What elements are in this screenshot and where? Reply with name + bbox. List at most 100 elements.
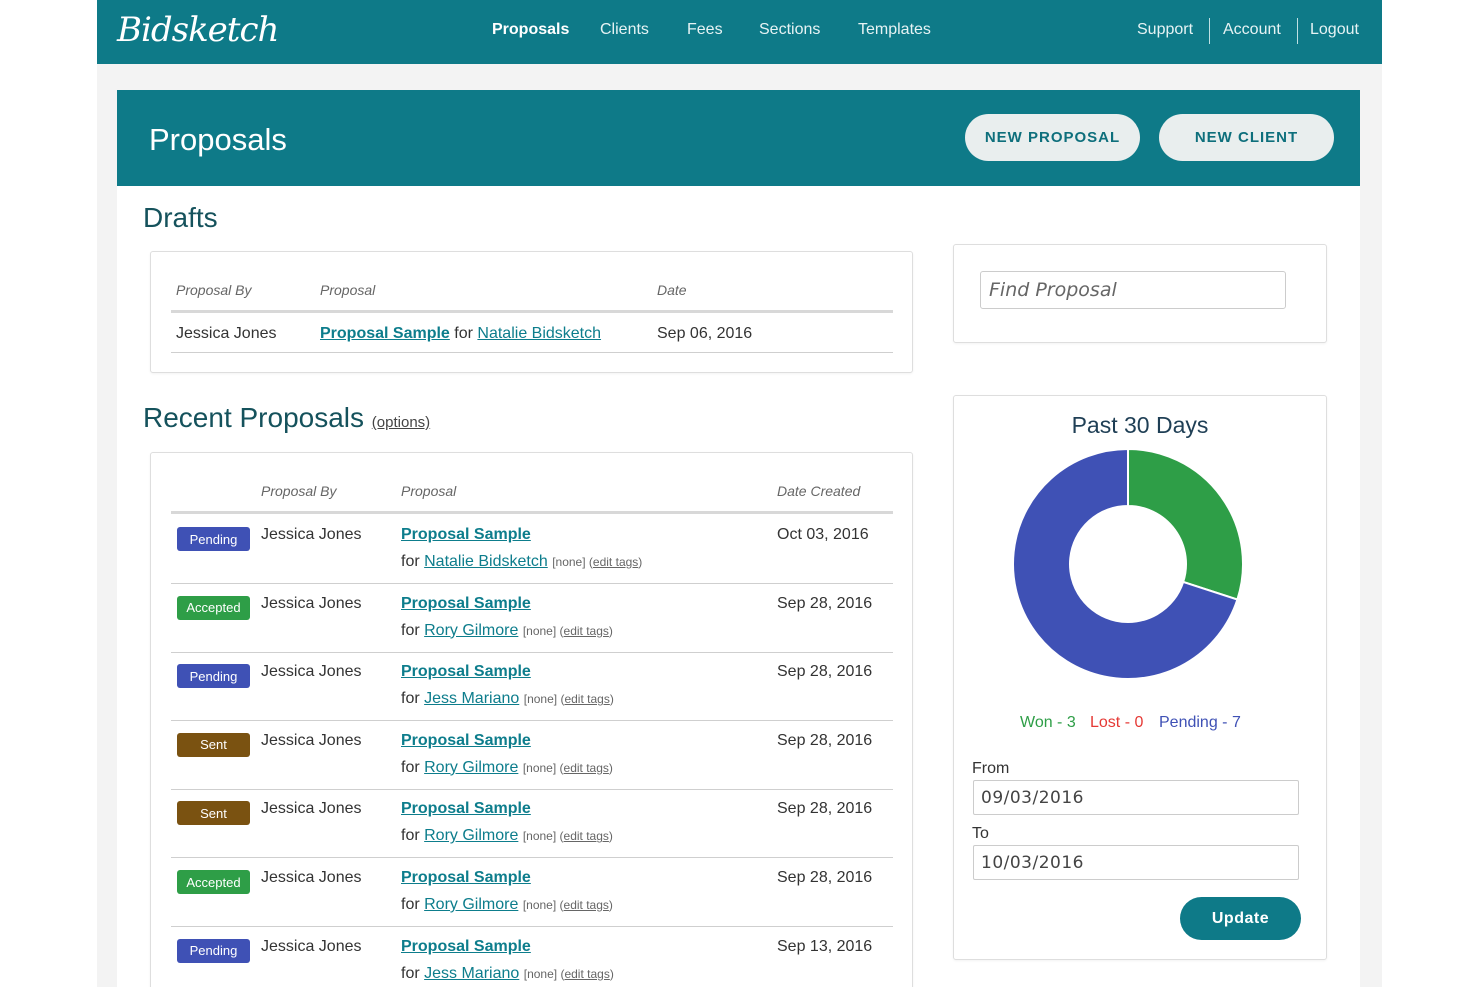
options-link[interactable]: (options): [371, 414, 431, 431]
proposal-by: Jessica Jones: [261, 594, 362, 612]
paren-open: (: [556, 829, 564, 844]
proposal-cell: Proposal Sample: [401, 526, 531, 544]
recent-proposals-title: Recent Proposals: [143, 402, 365, 433]
date-created: Sep 28, 2016: [777, 663, 873, 681]
date-created: Sep 28, 2016: [777, 869, 873, 886]
proposal-link[interactable]: Proposal Sample: [401, 663, 531, 681]
proposal-cell: Proposal Sample: [401, 732, 531, 750]
col-header-proposal: Proposal: [320, 282, 376, 298]
proposal-by: Jessica Jones: [261, 526, 362, 543]
for-text: for: [401, 621, 420, 639]
proposal-by: Jessica Jones: [261, 663, 362, 681]
to-label: To: [972, 825, 989, 842]
nav-sections[interactable]: Sections: [759, 21, 821, 38]
proposal-link[interactable]: Proposal Sample: [401, 594, 531, 612]
recent-proposals-heading: Recent Proposals (options): [143, 402, 430, 434]
nav-support[interactable]: Support: [1137, 21, 1194, 38]
nav-divider: [1297, 18, 1298, 44]
proposal-link[interactable]: Proposal Sample: [320, 325, 450, 342]
tags-text: [none]: [522, 623, 557, 638]
nav-proposals[interactable]: Proposals: [492, 21, 570, 38]
tags-text: [none]: [522, 760, 557, 775]
nav-account[interactable]: Account: [1223, 21, 1281, 38]
edit-tags-link[interactable]: edit tags: [563, 829, 609, 844]
client-line: for Rory Gilmore [none] (edit tags): [401, 896, 613, 914]
col-header-date: Date: [657, 282, 687, 298]
proposal-cell: Proposal Sample: [401, 938, 531, 956]
status-badge: Accepted: [177, 595, 250, 620]
for-text: for: [401, 964, 420, 982]
edit-tags-link[interactable]: edit tags: [563, 760, 609, 775]
nav-templates[interactable]: Templates: [858, 21, 931, 38]
client-link[interactable]: Natalie Bidsketch: [477, 325, 602, 342]
update-button[interactable]: Update: [1180, 897, 1301, 940]
client-link[interactable]: Jess Mariano: [424, 690, 520, 708]
tags-text: [none]: [552, 555, 586, 569]
paren-open: (: [556, 898, 564, 912]
edit-tags-link[interactable]: edit tags: [563, 898, 609, 912]
edit-tags-link[interactable]: edit tags: [563, 623, 609, 638]
tags-text: [none]: [522, 829, 557, 844]
proposal-by: Jessica Jones: [261, 731, 362, 749]
edit-tags-link[interactable]: edit tags: [592, 555, 639, 569]
row-divider: [171, 583, 893, 584]
drafts-heading: Drafts: [143, 202, 218, 233]
edit-tags-link[interactable]: edit tags: [564, 966, 610, 981]
for-text: for: [401, 553, 420, 570]
for-text: for: [401, 758, 420, 776]
tags-text: [none]: [523, 966, 558, 981]
date-created: Sep 28, 2016: [777, 594, 873, 612]
proposal-link[interactable]: Proposal Sample: [401, 937, 531, 955]
proposal-by: Jessica Jones: [261, 869, 362, 886]
for-text: for: [401, 896, 420, 913]
new-proposal-button[interactable]: NEW PROPOSAL: [965, 114, 1140, 161]
legend-pending: Pending - 7: [1159, 714, 1241, 731]
row-divider: [171, 857, 893, 859]
client-link[interactable]: Jess Mariano: [424, 964, 520, 982]
to-date-input[interactable]: [973, 845, 1299, 880]
donut-slice-won: [1127, 447, 1244, 601]
proposal-by: Jessica Jones: [261, 937, 362, 955]
client-link[interactable]: Rory Gilmore: [424, 621, 519, 639]
client-link[interactable]: Rory Gilmore: [424, 758, 519, 776]
edit-tags-link[interactable]: edit tags: [564, 692, 610, 707]
paren-close: ): [609, 692, 614, 707]
nav-clients[interactable]: Clients: [600, 21, 649, 38]
chart-title: Past 30 Days: [1071, 412, 1209, 438]
paren-open: (: [557, 692, 565, 707]
paren-close: ): [608, 623, 613, 638]
header-divider: [171, 310, 893, 313]
col-header-proposal: Proposal: [401, 483, 457, 499]
status-badge: Pending: [177, 527, 250, 551]
date-created: Sep 13, 2016: [777, 937, 873, 955]
paren-open: (: [557, 966, 565, 981]
client-link[interactable]: Natalie Bidsketch: [424, 553, 548, 570]
proposal-link[interactable]: Proposal Sample: [401, 526, 531, 543]
find-proposal-input[interactable]: [980, 271, 1286, 309]
tags-text: [none]: [523, 692, 558, 707]
paren-close: ): [608, 760, 613, 775]
proposal-link[interactable]: Proposal Sample: [401, 800, 531, 818]
nav-logout[interactable]: Logout: [1310, 21, 1359, 38]
nav-fees[interactable]: Fees: [687, 21, 723, 38]
proposal-link[interactable]: Proposal Sample: [401, 731, 531, 749]
proposal-cell: Proposal Sample: [401, 800, 531, 818]
client-link[interactable]: Rory Gilmore: [424, 827, 519, 845]
top-navbar: [97, 0, 1382, 64]
legend-lost: Lost - 0: [1090, 714, 1144, 731]
new-client-button[interactable]: NEW CLIENT: [1159, 114, 1334, 161]
proposal-link[interactable]: Proposal Sample: [401, 869, 531, 886]
status-donut-chart: [1012, 447, 1244, 680]
for-text: for: [401, 827, 420, 845]
for-text: for: [401, 690, 420, 708]
row-divider: [171, 352, 893, 353]
bidsketch-logo[interactable]: Bidsketch: [117, 10, 279, 50]
from-date-input[interactable]: [973, 780, 1299, 815]
date-created: Sep 28, 2016: [777, 731, 873, 749]
date-created: Oct 03, 2016: [777, 526, 869, 543]
client-link[interactable]: Rory Gilmore: [424, 896, 519, 913]
col-header-date-created: Date Created: [777, 483, 861, 499]
proposal-cell: Proposal Sample: [401, 869, 531, 887]
nav-divider: [1209, 18, 1210, 44]
status-badge: Sent: [177, 732, 250, 757]
